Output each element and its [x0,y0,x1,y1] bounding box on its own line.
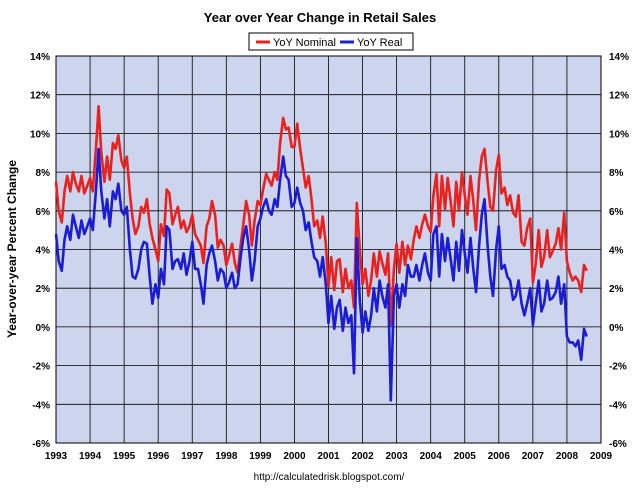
x-tick-label: 2003 [386,451,409,462]
y-tick-label-right: -6% [609,439,627,450]
y-tick-label-left: -6% [32,439,50,450]
legend-box [248,32,414,51]
y-tick-label-left: 0% [36,323,51,334]
legend-label-real: YoY Real [357,37,402,49]
y-tick-label-left: -4% [32,400,50,411]
y-tick-label-left: -2% [32,362,50,373]
x-tick-label: 2004 [420,451,443,462]
y-axis-label: Year-over-year Percent Change [5,160,19,338]
x-tick-label: 2007 [522,451,545,462]
y-tick-label-right: 6% [609,207,624,218]
y-tick-label-left: 4% [36,246,51,257]
y-axis-left: -6% -4% -2% 0% 2% 4% 6% 8% 10% 12% 14% [30,52,50,450]
x-tick-label: 1997 [181,451,204,462]
x-axis: 1993 1994 1995 1996 1997 1998 1999 2000 2001 2002… [45,451,613,462]
x-tick-label: 1999 [249,451,272,462]
y-tick-label-left: 2% [36,284,51,295]
series-line-real [54,147,588,402]
y-tick-label-right: 0% [609,323,624,334]
y-axis-right: -6% -4% -2% 0% 2% 4% 6% 8% 10% 12% 14% [609,52,629,450]
y-tick-label-left: 14% [30,52,50,63]
series-layer [54,105,588,402]
y-tick-label-left: 10% [30,129,50,140]
x-tick-label: 1996 [147,451,170,462]
y-tick-label-right: 8% [609,168,624,179]
legend: YoY Nominal YoY Real [248,32,414,51]
source-note: http://calculatedrisk.blogspot.com/ [254,472,405,483]
x-tick-label: 2009 [590,451,613,462]
y-tick-label-right: 4% [609,246,624,257]
y-tick-label-left: 8% [36,168,51,179]
grid-lines [56,56,601,443]
x-tick-label: 2008 [556,451,579,462]
y-tick-label-right: -2% [609,362,627,373]
y-tick-label-right: -4% [609,400,627,411]
x-tick-label: 2001 [317,451,340,462]
y-tick-label-right: 10% [609,129,629,140]
x-tick-label: 1993 [45,451,68,462]
x-tick-label: 2005 [454,451,477,462]
chart-title: Year over Year Change in Retail Sales [204,10,436,25]
y-tick-label-left: 12% [30,91,50,102]
x-tick-label: 2006 [488,451,511,462]
y-tick-label-left: 6% [36,207,51,218]
x-tick-label: 1995 [113,451,136,462]
y-tick-label-right: 14% [609,52,629,63]
series-line-nominal [54,105,588,327]
x-tick-label: 2000 [283,451,306,462]
y-tick-label-right: 2% [609,284,624,295]
x-tick-label: 1994 [79,451,102,462]
y-tick-label-right: 12% [609,91,629,102]
legend-label-nominal: YoY Nominal [273,37,336,49]
x-tick-label: 1998 [215,451,238,462]
x-tick-label: 2002 [351,451,374,462]
